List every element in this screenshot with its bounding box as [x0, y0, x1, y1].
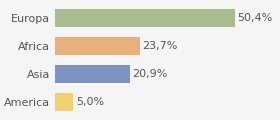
Text: 50,4%: 50,4% [237, 13, 273, 23]
Text: 20,9%: 20,9% [132, 69, 168, 79]
Bar [55, 37, 139, 55]
Text: 5,0%: 5,0% [76, 97, 104, 107]
Bar [55, 65, 130, 83]
Bar [55, 93, 73, 111]
Bar [55, 9, 235, 27]
Text: 23,7%: 23,7% [142, 41, 178, 51]
